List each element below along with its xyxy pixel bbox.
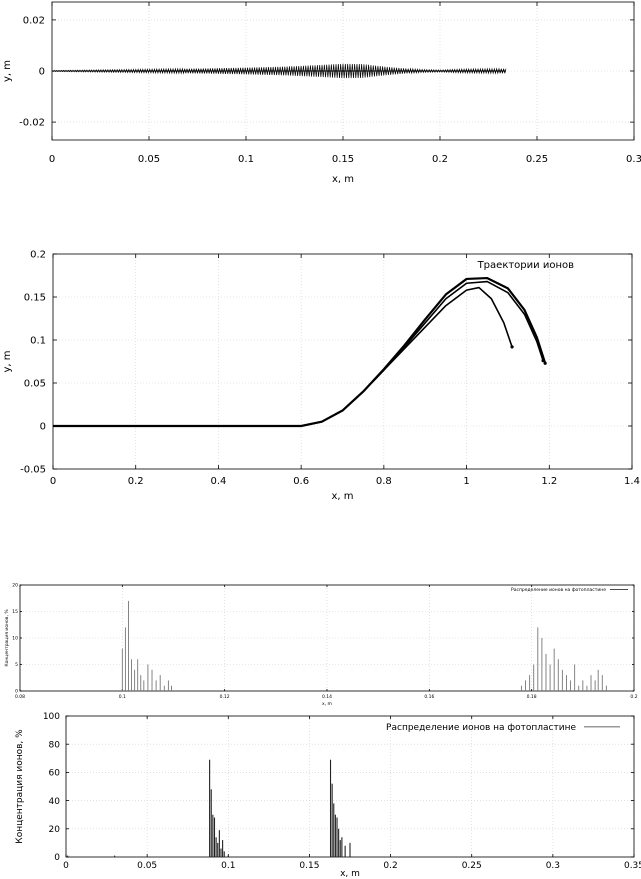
- y-tick-label: 100: [43, 712, 60, 722]
- trajectory-end-point: [543, 361, 547, 365]
- x-tick-label: 0: [49, 154, 55, 165]
- y-axis-label: y, m: [2, 350, 13, 372]
- x-tick-label: 0.1: [221, 861, 235, 871]
- x-tick-label: 0.6: [293, 476, 309, 487]
- x-tick-label: 1.4: [624, 476, 640, 487]
- legend-label: Траектории ионов: [477, 260, 575, 271]
- chart-3: 0.08 0.1 0.12 0.14 0.16 0.18 0.2 0 5 10 15 20 x, m Ко…: [4, 583, 638, 707]
- y-tick-label: -0.02: [19, 118, 45, 129]
- x-tick-label: 0.2: [128, 476, 144, 487]
- y-axis-label: y, m: [2, 60, 13, 82]
- x-tick-label: 0.15: [332, 154, 354, 165]
- x-tick-label: 0.08: [15, 694, 25, 700]
- y-tick-label: 0: [15, 689, 18, 695]
- x-tick-label: 1: [463, 476, 469, 487]
- y-tick-label: 0.2: [30, 250, 46, 261]
- chart-2: 0 0.2 0.4 0.6 0.8 1 1.2 1.4 -0.05 0 0.05 0.1 0.15 0.2…: [2, 250, 640, 503]
- y-tick-label: 0: [54, 853, 60, 863]
- plot-frame: [52, 253, 633, 470]
- legend-label: Распределение ионов на фотопластине: [511, 587, 606, 593]
- y-tick-label: 20: [49, 825, 61, 835]
- y-tick-label: 0.1: [30, 336, 46, 347]
- x-tick-label: 0.8: [376, 476, 392, 487]
- x-tick-label: 0.1: [238, 154, 254, 165]
- x-tick-label: 0.3: [546, 861, 560, 871]
- x-tick-label: 0.2: [432, 154, 448, 165]
- chart-1: 0 0.05 0.1 0.15 0.2 0.25 0.3 -0.02 0 0.02 x, m y, m: [2, 1, 641, 185]
- x-axis-label: x, m: [322, 702, 332, 707]
- y-tick-label: 40: [49, 797, 61, 807]
- y-tick-label: -0.05: [20, 465, 46, 476]
- y-axis-label: Концентрация ионов, %: [15, 729, 25, 844]
- y-tick-label: 5: [15, 662, 18, 668]
- beam-trace: [51, 63, 507, 79]
- ion-trajectory: [53, 276, 547, 428]
- trajectory-end-point: [510, 345, 514, 349]
- plot-frame: [65, 715, 635, 858]
- y-tick-label: 0: [39, 67, 45, 78]
- x-axis-label: x, m: [340, 869, 360, 879]
- x-tick-label: 0.05: [138, 154, 160, 165]
- y-tick-label: 60: [49, 769, 61, 779]
- x-tick-label: 1.2: [541, 476, 557, 487]
- x-tick-label: 0.4: [210, 476, 226, 487]
- y-tick-label: 0.02: [23, 15, 45, 26]
- x-tick-label: 0.35: [624, 861, 641, 871]
- y-tick-label: 0.05: [24, 379, 46, 390]
- x-tick-label: 0: [50, 476, 56, 487]
- y-tick-label: 20: [12, 583, 18, 589]
- x-tick-label: 0.14: [322, 694, 332, 700]
- x-tick-label: 0.25: [526, 154, 548, 165]
- x-axis-label: x, m: [332, 174, 354, 185]
- x-axis-label: x, m: [331, 491, 353, 502]
- y-tick-label: 10: [12, 636, 18, 642]
- x-tick-label: 0.16: [424, 694, 434, 700]
- x-tick-label: 0.15: [299, 861, 319, 871]
- ion-trajectory: [53, 280, 544, 427]
- x-tick-label: 0.18: [527, 694, 537, 700]
- x-tick-label: 0.3: [626, 154, 641, 165]
- ion-trajectory: [53, 286, 513, 427]
- y-tick-label: 80: [49, 740, 61, 750]
- y-axis-label: Концентрация ионов, %: [4, 609, 10, 667]
- x-tick-label: 0.2: [630, 694, 637, 700]
- x-tick-label: 0.25: [462, 861, 482, 871]
- x-tick-label: 0.12: [220, 694, 230, 700]
- chart-4: 0 0.05 0.1 0.15 0.2 0.25 0.3 0.35 0 20 40 60 80 100 x,…: [15, 712, 641, 879]
- x-tick-label: 0.2: [383, 861, 397, 871]
- legend-label: Распределение ионов на фотопластине: [386, 723, 576, 733]
- y-tick-label: 15: [12, 609, 18, 615]
- x-tick-label: 0.1: [119, 694, 126, 700]
- x-tick-label: 0.05: [137, 861, 157, 871]
- x-tick-label: 0: [63, 861, 69, 871]
- y-tick-label: 0: [40, 422, 46, 433]
- y-tick-label: 0.15: [24, 293, 46, 304]
